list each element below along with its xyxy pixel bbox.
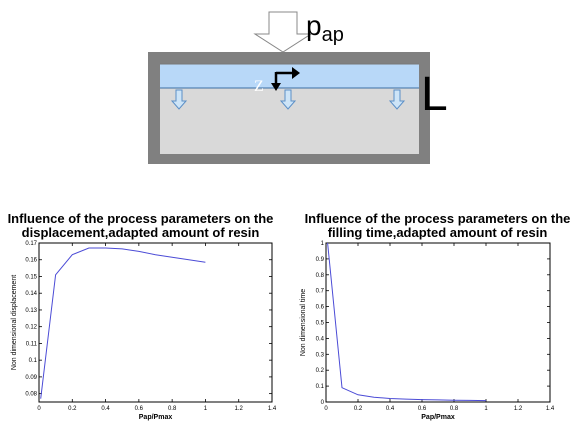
- y-tick-label: 0.9: [316, 257, 325, 263]
- filling-time-chart: 0 0.2 0.4 0.6 0.8 1 1.2 1.4 0 0.1 0.2 0.3 0.4 0.5 0.6 0…: [300, 241, 555, 421]
- y-tick-label: 0.7: [316, 289, 325, 295]
- y-tick-label: 0.12: [25, 325, 37, 331]
- x-tick-label: 0.4: [386, 406, 395, 412]
- y-tick-label: 0.6: [316, 305, 325, 311]
- x-tick-label: 0.6: [418, 406, 427, 412]
- y-tick-label: 0.1: [29, 358, 38, 364]
- coordinate-axes-icon: [271, 67, 300, 91]
- x-tick-label: 1.2: [235, 406, 244, 412]
- chart2-title: Influence of the process parameters on t…: [296, 212, 579, 240]
- x-tick-label: 0.2: [68, 406, 77, 412]
- x-tick-label: 1.4: [546, 406, 555, 412]
- y-axis-label: Non dimensional time: [300, 289, 307, 356]
- x-tick-label: 1.4: [268, 406, 277, 412]
- y-tick-label: 0.13: [25, 308, 37, 314]
- y-tick-label: 0.4: [316, 336, 325, 342]
- y-tick-label: 0.8: [316, 273, 325, 279]
- x-tick-label: 0.8: [450, 406, 459, 412]
- x-tick-label: 0.4: [101, 406, 110, 412]
- length-label: L: [421, 68, 448, 121]
- chart1-title: Influence of the process parameters on t…: [0, 212, 281, 240]
- y-tick-label: 0.09: [25, 375, 37, 381]
- y-tick-label: 0.11: [26, 341, 38, 347]
- chart2-title-line1: Influence of the process parameters on t…: [304, 211, 571, 226]
- chart1-title-line2: displacement,adapted amount of resin: [21, 225, 260, 240]
- plot-area: [325, 242, 551, 403]
- plot-area: [38, 242, 273, 403]
- y-tick-label: 1: [321, 241, 325, 247]
- y-tick-label: 0: [321, 400, 325, 406]
- resin-layer: [160, 64, 419, 88]
- pressure-label: pap: [306, 10, 344, 46]
- x-axis-label: Pap/Pmax: [139, 414, 173, 421]
- y-axis-label: Non dimensional displacement: [11, 275, 18, 370]
- flow-arrow-icon: [170, 89, 406, 110]
- y-tick-label: 0.17: [25, 241, 37, 247]
- x-tick-label: 1: [484, 406, 488, 412]
- x-tick-label: 0.8: [168, 406, 177, 412]
- x-tick-label: 1.2: [514, 406, 523, 412]
- series-line: [40, 247, 206, 399]
- y-tick-label: 0.3: [316, 352, 325, 358]
- z-label: Z: [254, 78, 264, 95]
- y-tick-label: 0.16: [25, 258, 37, 264]
- x-tick-label: 0: [324, 406, 328, 412]
- x-tick-label: 1: [204, 406, 208, 412]
- x-tick-label: 0.6: [135, 406, 144, 412]
- displacement-chart: 0 0.2 0.4 0.6 0.8 1 1.2 1.4 0.08 0.09 0.1 0.11 0.12 0…: [11, 241, 277, 421]
- y-tick-label: 0.15: [25, 274, 37, 280]
- series-line: [327, 242, 487, 402]
- mold-diagram: pap Z L: [148, 10, 448, 164]
- chart1-title-line1: Influence of the process parameters on t…: [7, 211, 274, 226]
- pressure-arrow-icon: [253, 11, 313, 53]
- x-tick-label: 0.2: [354, 406, 363, 412]
- y-tick-label: 0.5: [316, 321, 325, 327]
- x-axis-label: Pap/Pmax: [421, 414, 455, 421]
- y-tick-label: 0.14: [25, 291, 37, 297]
- x-tick-label: 0: [37, 406, 41, 412]
- y-tick-label: 0.1: [316, 384, 325, 390]
- y-tick-label: 0.2: [316, 368, 325, 374]
- y-tick-label: 0.08: [25, 392, 37, 398]
- chart2-title-line2: filling time,adapted amount of resin: [327, 225, 548, 240]
